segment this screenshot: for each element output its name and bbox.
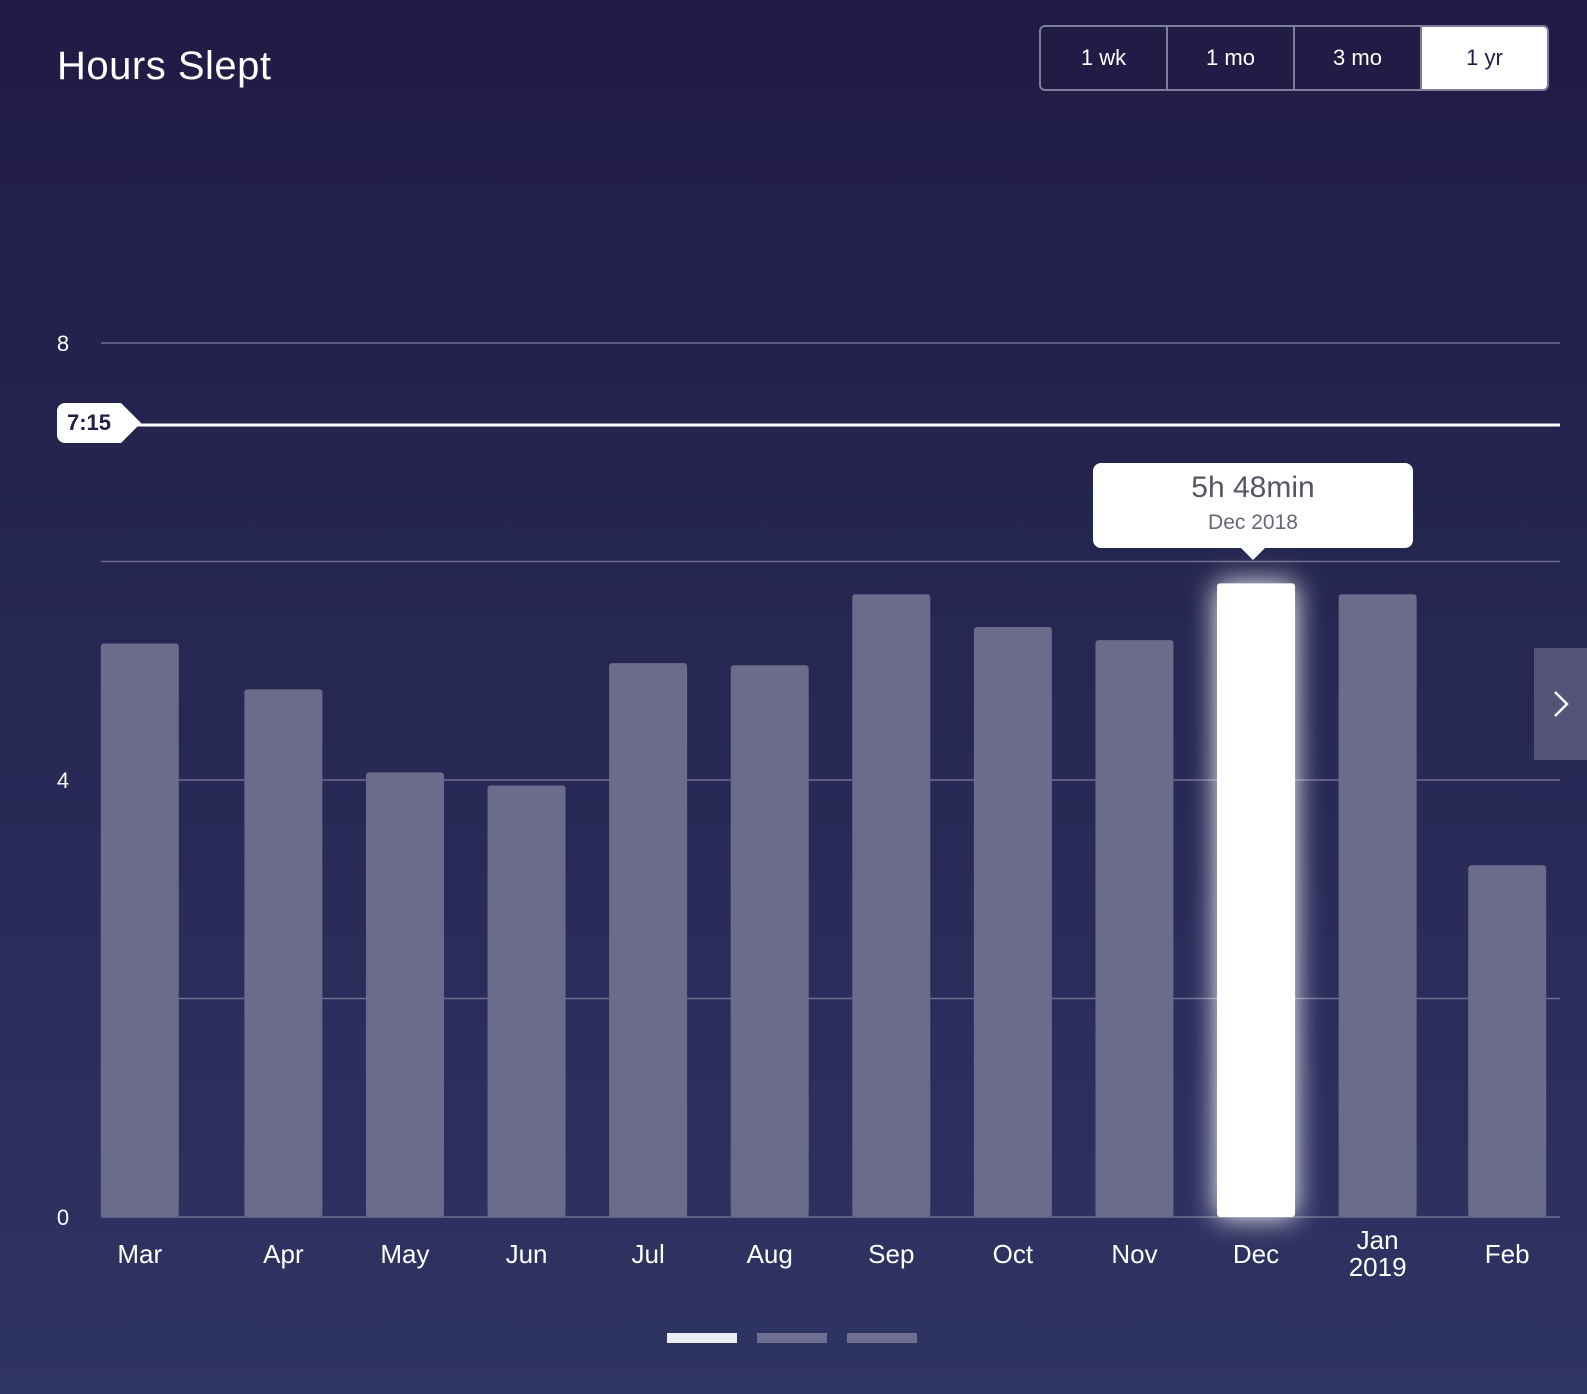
- page-indicator-dot[interactable]: [757, 1333, 827, 1343]
- time-range-selector: 1 wk 1 mo 3 mo 1 yr: [1039, 25, 1549, 91]
- x-tick-label: Feb: [1485, 1239, 1530, 1269]
- range-button-1wk[interactable]: 1 wk: [1041, 27, 1168, 89]
- x-tick-label: Mar: [117, 1239, 162, 1269]
- page-indicator-dot[interactable]: [847, 1333, 917, 1343]
- range-button-1mo[interactable]: 1 mo: [1168, 27, 1295, 89]
- bar[interactable]: [1468, 865, 1547, 1217]
- page-indicator-dot[interactable]: [667, 1333, 737, 1343]
- x-tick-label: May: [380, 1239, 429, 1269]
- bar[interactable]: [244, 689, 323, 1217]
- bar[interactable]: [100, 643, 179, 1217]
- x-tick-label: Aug: [747, 1239, 793, 1269]
- chevron-right-icon: [1553, 691, 1569, 717]
- tooltip-value: 5h 48min: [1191, 471, 1315, 504]
- tooltip-date: Dec 2018: [1208, 511, 1298, 534]
- bar[interactable]: [1095, 640, 1174, 1217]
- next-period-button[interactable]: [1534, 648, 1587, 760]
- x-tick-label: Dec: [1233, 1239, 1279, 1269]
- selected-bar-tooltip: 5h 48min Dec 2018: [1093, 463, 1413, 560]
- bar[interactable]: [1338, 594, 1417, 1217]
- y-tick-label: 0: [57, 1205, 69, 1230]
- page-indicator: [667, 1333, 917, 1343]
- x-tick-label: Nov: [1111, 1239, 1157, 1269]
- x-tick-label: Jan 2019: [1349, 1225, 1407, 1282]
- bar[interactable]: [609, 663, 688, 1217]
- bar[interactable]: [365, 772, 444, 1217]
- bar[interactable]: [852, 594, 931, 1217]
- bar[interactable]: [730, 665, 809, 1217]
- bar[interactable]: [487, 785, 566, 1217]
- y-axis-ticks: 0 4 8: [57, 331, 69, 1230]
- range-button-3mo[interactable]: 3 mo: [1295, 27, 1422, 89]
- gridlines: [101, 342, 1560, 1218]
- x-tick-label: Jul: [632, 1239, 665, 1269]
- x-tick-label: Apr: [263, 1239, 304, 1269]
- goal-badge: 7:15: [57, 403, 141, 443]
- y-tick-label: 8: [57, 331, 69, 356]
- x-tick-label: Sep: [868, 1239, 914, 1269]
- bar[interactable]: [973, 627, 1052, 1217]
- bars: [100, 583, 1547, 1217]
- chart-title: Hours Slept: [57, 44, 272, 88]
- bar-selected[interactable]: [1217, 583, 1296, 1217]
- x-axis-labels: Mar Apr May Jun Jul Aug Sep Oct Nov Dec Jan 2019 Feb: [117, 1225, 1529, 1282]
- x-tick-label: Oct: [993, 1239, 1034, 1269]
- x-tick-label: Jun: [506, 1239, 548, 1269]
- y-tick-label: 4: [57, 768, 69, 793]
- range-button-1yr[interactable]: 1 yr: [1422, 27, 1547, 89]
